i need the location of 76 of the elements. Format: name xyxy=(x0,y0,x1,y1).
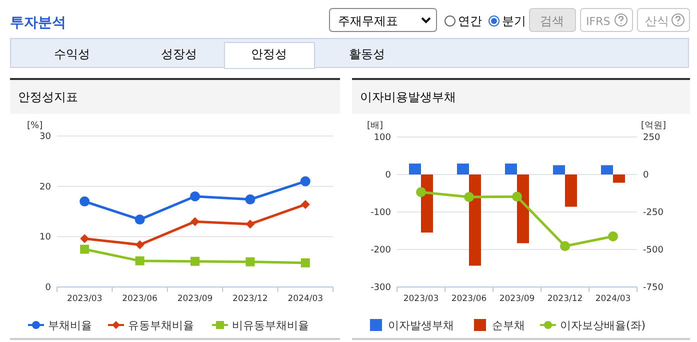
point xyxy=(246,220,255,229)
x-tick-label: 2023/12 xyxy=(547,294,583,304)
y-tick-label: -300 xyxy=(370,283,392,293)
point xyxy=(190,217,200,226)
point xyxy=(300,200,310,209)
y-tick-label: 10 xyxy=(40,232,52,243)
x-tick-label: 2023/06 xyxy=(122,294,158,304)
text: 활동성 xyxy=(349,47,385,61)
y2-tick-label: 250 xyxy=(643,133,660,143)
bar xyxy=(553,165,565,174)
bar xyxy=(421,174,433,233)
point xyxy=(245,194,256,204)
x-tick-label: 2024/03 xyxy=(288,294,324,304)
x-tick-label: 2023/03 xyxy=(403,294,439,304)
y-tick-label: 0 xyxy=(385,170,392,180)
bar xyxy=(565,174,577,207)
text: 분기 xyxy=(502,14,526,28)
text: 주재무제표 xyxy=(338,14,398,28)
point xyxy=(135,256,144,266)
y-tick-label: 20 xyxy=(40,182,52,192)
chart-title: 안정성지표 xyxy=(18,90,78,104)
chart-title: 이자비용발생부채 xyxy=(360,90,456,104)
point xyxy=(135,240,144,250)
y-tick-label: 30 xyxy=(40,132,52,142)
text: IFRS xyxy=(586,15,610,28)
y2-tick-label: -750 xyxy=(643,283,664,293)
point xyxy=(190,191,200,202)
legend-label: 유동부채비율 xyxy=(128,319,194,332)
text: 성장성 xyxy=(161,47,197,61)
y-tick-label: -100 xyxy=(370,208,392,218)
point xyxy=(608,231,618,242)
text: 산식 xyxy=(645,14,669,28)
point xyxy=(134,214,145,225)
y2-tick-label: -250 xyxy=(643,208,664,218)
bar xyxy=(517,174,529,244)
bar xyxy=(457,164,469,174)
y2-tick-label: -500 xyxy=(643,246,664,256)
legend-label: 이자보상배율(좌) xyxy=(560,319,646,332)
bar xyxy=(469,174,481,266)
x-tick-label: 2023/09 xyxy=(499,294,535,304)
legend-label: 부채비율 xyxy=(48,319,92,332)
x-tick-label: 2023/06 xyxy=(451,294,487,304)
point xyxy=(512,192,522,202)
y-axis-title: [%] xyxy=(27,121,43,131)
y-axis-title: [배] xyxy=(367,121,384,131)
text: 수익성 xyxy=(54,47,90,61)
text: 검색 xyxy=(540,14,564,28)
text: 투자분석 xyxy=(10,15,66,31)
y2-tick-label: 0 xyxy=(643,170,649,180)
point xyxy=(80,234,90,244)
legend-label: 순부채 xyxy=(492,319,525,332)
bar xyxy=(409,164,421,174)
point xyxy=(246,257,255,266)
text: 연간 xyxy=(458,14,482,28)
point xyxy=(300,176,310,186)
x-tick-label: 2023/09 xyxy=(177,294,213,304)
point xyxy=(190,256,200,266)
point xyxy=(560,241,570,252)
point xyxy=(416,187,426,198)
bar xyxy=(505,164,517,174)
bar xyxy=(601,165,613,174)
x-tick-label: 2023/12 xyxy=(232,294,268,304)
y-tick-label: 100 xyxy=(374,133,392,143)
legend-label: 이자발생부채 xyxy=(388,319,454,332)
text: 안정성 xyxy=(251,47,287,61)
x-tick-label: 2024/03 xyxy=(595,294,631,304)
point xyxy=(80,196,90,206)
bar xyxy=(613,174,625,183)
y2-axis-title: [억원] xyxy=(641,121,666,131)
y-tick-label: 0 xyxy=(45,283,52,293)
point xyxy=(300,258,310,268)
point xyxy=(80,244,90,254)
legend-label: 비유동부채비율 xyxy=(232,319,309,332)
point xyxy=(464,192,474,202)
y-tick-label: -200 xyxy=(370,246,392,256)
x-tick-label: 2023/03 xyxy=(66,294,102,304)
